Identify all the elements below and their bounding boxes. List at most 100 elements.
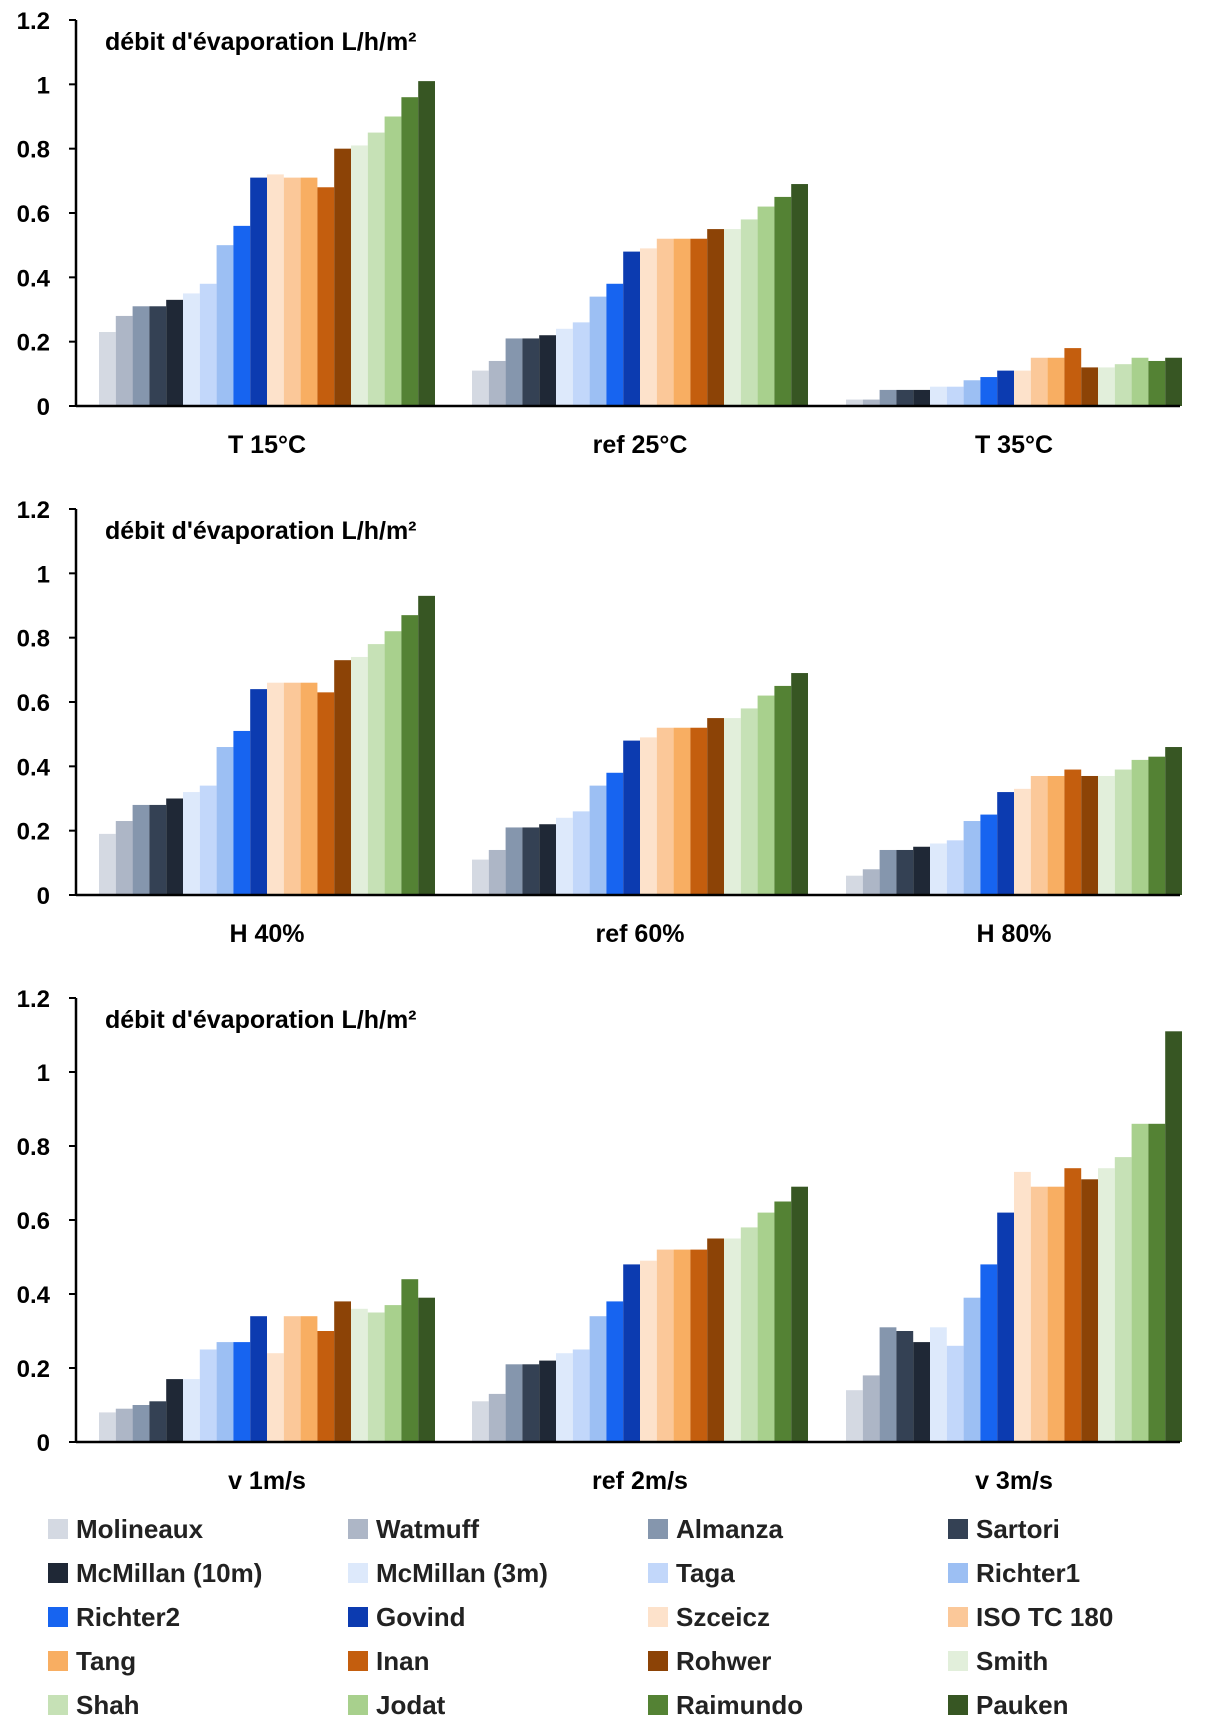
bar-szceicz [640,1260,657,1442]
legend-swatch [948,1695,968,1715]
bar-molineaux [99,833,116,895]
bar-rohwer [1081,1179,1098,1442]
bar-sartori [522,1364,540,1442]
bar-smith [1098,775,1115,895]
bar-inan [1064,348,1082,406]
bar-raimundo [1148,360,1166,406]
legend-swatch [348,1651,368,1671]
bar-iso-tc-180 [283,682,301,895]
bar-tang [1047,775,1065,895]
legend-swatch [948,1651,968,1671]
evaporation-charts: débit d'évaporation L/h/m² 0 0.2 0.4 0.6 0.8 1… [17,8,1182,1495]
bar-mcmillan-3m [556,817,573,895]
bar-mcmillan-3m [930,843,947,895]
bar-jodat [1131,759,1149,895]
bar-jodat [757,695,775,895]
bar-smith [724,229,741,406]
bar-sartori [149,306,167,406]
bar-richter2 [606,772,624,895]
legend-swatch [348,1519,368,1539]
bar-tang [300,682,318,895]
bar-raimundo [401,615,419,895]
legend-swatch [948,1563,968,1583]
bar-raimundo [1148,756,1166,895]
bar-richter2 [980,814,998,895]
bar-pauken [791,184,808,406]
x-category-label: T 35°C [975,431,1053,459]
bar-taga [572,1349,590,1442]
bar-raimundo [1148,1123,1166,1442]
bar-tang [673,238,691,406]
bar-sartori [149,1401,167,1442]
bar-rohwer [334,1301,351,1442]
bar-rohwer [1081,775,1098,895]
legend-label: Shah [76,1689,140,1720]
bar-tang [1047,357,1065,406]
bar-tang [300,1316,318,1442]
bar-almanza [505,338,523,406]
bar-mcmillan-3m [556,328,573,406]
legend-item: Shah [48,1690,140,1720]
bar-watmuff [862,1375,880,1442]
bar-almanza [132,306,150,406]
y-tick-label: 0.8 [17,1134,50,1161]
legend-label: Watmuff [376,1513,480,1544]
bar-raimundo [774,196,792,406]
bar-molineaux [472,370,489,406]
legend-swatch [48,1519,68,1539]
bar-tang [300,177,318,406]
bar-rohwer [707,1238,724,1442]
y-tick-label: 0.8 [17,626,50,653]
bar-molineaux [99,1412,116,1442]
legend-item: Smith [948,1646,1048,1676]
bar-smith [351,656,368,895]
legend-item: Inan [348,1646,429,1676]
bar-govind [250,689,267,895]
chart-title: débit d'évaporation L/h/m² [105,1006,417,1034]
bar-inan [690,1249,708,1442]
bar-sartori [896,849,914,895]
bar-rohwer [707,229,724,406]
bar-inan [317,692,335,895]
bar-shah [1114,769,1132,895]
legend-item: Richter2 [48,1602,180,1632]
bar-shah [367,644,385,895]
legend-label: Inan [376,1645,430,1676]
bar-sartori [522,338,540,406]
bar-pauken [1165,747,1182,895]
bar-mcmillan-10m [539,335,556,406]
x-category-label: ref 25°C [593,431,688,459]
bar-richter1 [589,1316,607,1442]
bar-watmuff [488,1393,506,1442]
bar-mcmillan-10m [913,1342,930,1442]
bar-inan [317,1331,335,1442]
bar-raimundo [401,97,419,406]
bar-taga [946,840,964,895]
bar-govind [623,1264,640,1442]
legend-item: Rohwer [648,1646,771,1676]
legend-label: Richter2 [76,1601,181,1632]
bar-molineaux [846,1390,863,1442]
bar-richter2 [233,225,251,406]
bar-molineaux [846,875,863,895]
bar-govind [997,370,1014,406]
x-category-label: ref 60% [596,920,685,948]
bar-jodat [384,631,402,895]
bar-taga [199,283,217,406]
legend-item: Szceicz [648,1602,770,1632]
legend-label: Raimundo [676,1689,804,1720]
legend-swatch [348,1607,368,1627]
bar-inan [690,238,708,406]
bar-pauken [1165,357,1182,406]
bar-richter2 [606,1301,624,1442]
y-tick-label: 0.2 [17,330,50,357]
y-tick-label: 0.4 [17,265,51,292]
legend-item: Sartori [948,1514,1060,1544]
x-category-label: T 15°C [228,431,306,459]
legend-item: McMillan (10m) [48,1558,262,1588]
bar-mcmillan-10m [539,824,556,895]
bar-richter1 [216,1342,234,1442]
y-tick-label: 0.2 [17,819,50,846]
bar-szceicz [640,248,657,406]
bar-shah [1114,364,1132,406]
